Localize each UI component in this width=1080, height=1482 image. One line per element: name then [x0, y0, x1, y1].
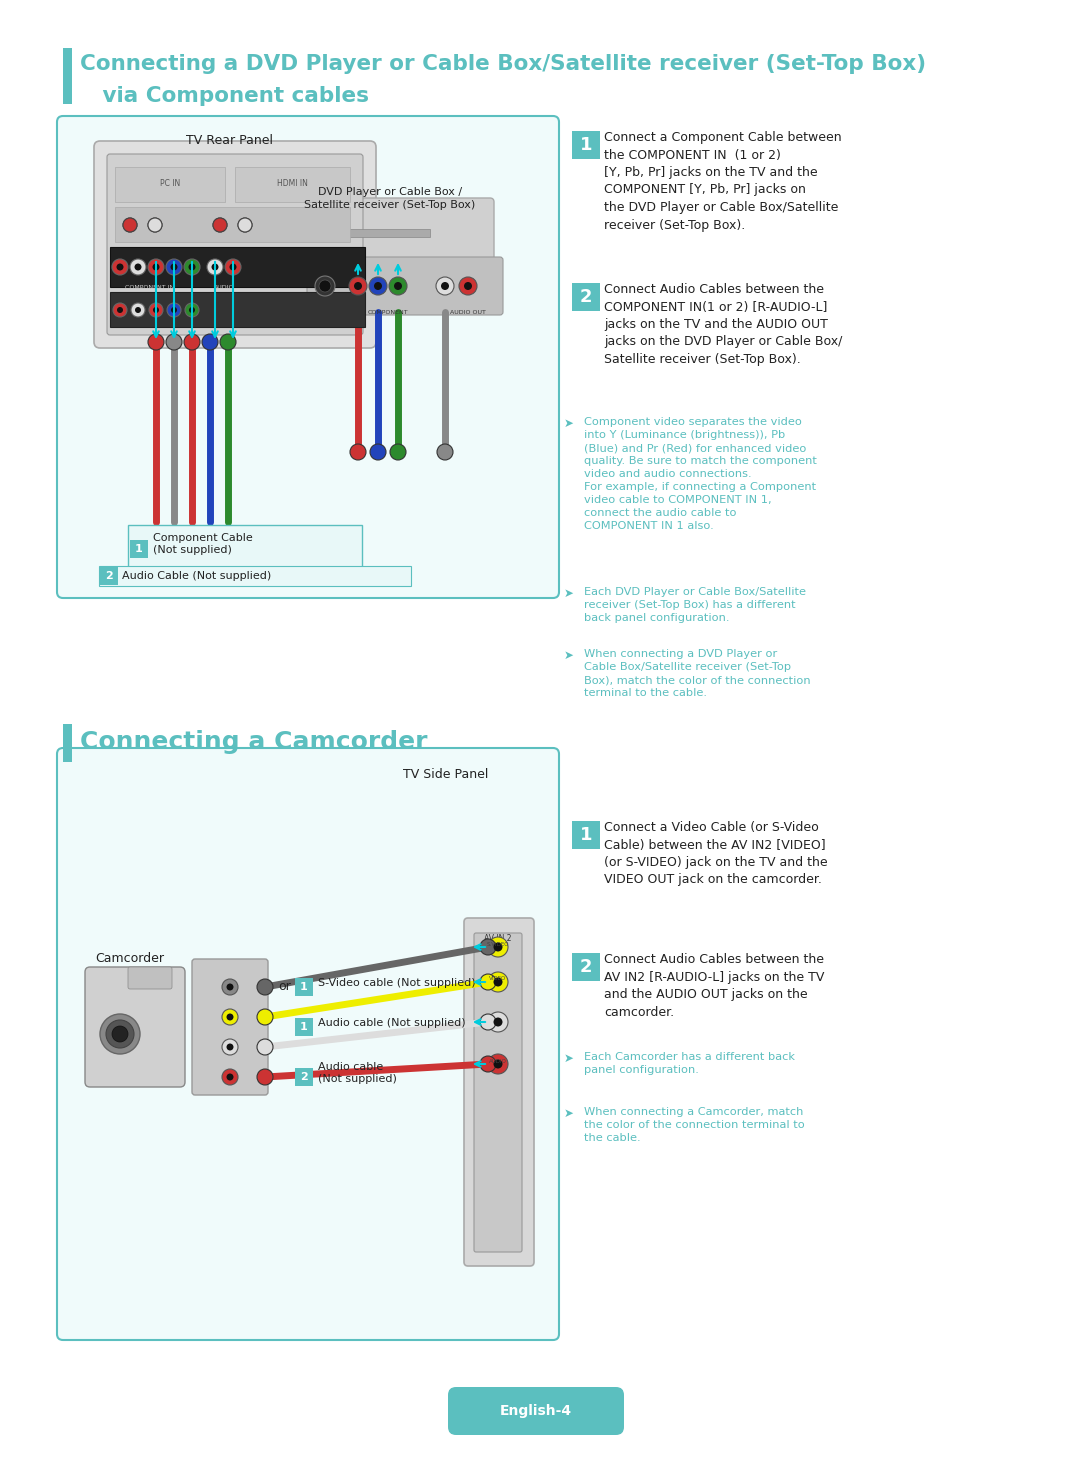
Circle shape: [488, 937, 508, 957]
Text: 2: 2: [580, 288, 592, 305]
Text: English-4: English-4: [500, 1403, 572, 1418]
Circle shape: [488, 1012, 508, 1031]
Text: ➤: ➤: [564, 1052, 573, 1066]
Text: Camcorder: Camcorder: [95, 951, 164, 965]
FancyBboxPatch shape: [94, 141, 376, 348]
Circle shape: [480, 940, 496, 954]
Circle shape: [166, 333, 183, 350]
Circle shape: [148, 259, 164, 276]
Circle shape: [494, 943, 502, 951]
Text: 1: 1: [300, 983, 308, 991]
Text: 1: 1: [300, 1023, 308, 1031]
Text: Connect a Component Cable between
the COMPONENT IN  (1 or 2)
[Y, Pb, Pr] jacks o: Connect a Component Cable between the CO…: [604, 130, 841, 231]
Circle shape: [148, 218, 162, 233]
Text: AUDIO: AUDIO: [214, 285, 234, 290]
FancyBboxPatch shape: [99, 566, 411, 585]
Bar: [572, 130, 600, 159]
Text: S-VIDEO: S-VIDEO: [312, 310, 338, 316]
Bar: [572, 953, 600, 981]
Text: Audio cable (Not supplied): Audio cable (Not supplied): [318, 1018, 465, 1029]
Circle shape: [112, 1026, 129, 1042]
Circle shape: [213, 218, 227, 233]
Text: AUDIO OUT: AUDIO OUT: [450, 310, 486, 316]
FancyBboxPatch shape: [85, 966, 185, 1086]
Bar: [63, 47, 72, 104]
Bar: [110, 292, 365, 328]
Circle shape: [106, 1020, 134, 1048]
Circle shape: [135, 307, 141, 313]
Circle shape: [494, 978, 502, 987]
Bar: [63, 725, 72, 762]
Bar: [295, 1018, 313, 1036]
Circle shape: [227, 984, 233, 990]
Circle shape: [229, 264, 237, 271]
Text: Each Camcorder has a different back
panel configuration.: Each Camcorder has a different back pane…: [584, 1052, 795, 1074]
Text: DVD Player or Cable Box /
Satellite receiver (Set-Top Box): DVD Player or Cable Box / Satellite rece…: [305, 187, 475, 210]
Circle shape: [389, 277, 407, 295]
Circle shape: [494, 1018, 502, 1027]
Text: 2: 2: [105, 571, 113, 581]
Bar: [114, 207, 350, 242]
Text: COMPONENT: COMPONENT: [367, 310, 408, 316]
Text: When connecting a Camcorder, match
the color of the connection terminal to
the c: When connecting a Camcorder, match the c…: [584, 1107, 805, 1143]
Circle shape: [464, 282, 472, 290]
FancyBboxPatch shape: [448, 1387, 624, 1435]
FancyBboxPatch shape: [474, 934, 522, 1252]
Circle shape: [123, 218, 137, 233]
Circle shape: [390, 445, 406, 459]
Circle shape: [436, 277, 454, 295]
Text: S-Video cable (Not supplied): S-Video cable (Not supplied): [318, 978, 475, 988]
Circle shape: [202, 333, 218, 350]
Text: ➤: ➤: [564, 587, 573, 600]
Bar: [572, 821, 600, 849]
Text: Component video separates the video
into Y (Luminance (brightness)), Pb
(Blue) a: Component video separates the video into…: [584, 416, 816, 532]
Circle shape: [148, 333, 164, 350]
FancyBboxPatch shape: [57, 116, 559, 599]
Circle shape: [131, 302, 145, 317]
Text: When connecting a DVD Player or
Cable Box/Satellite receiver (Set-Top
Box), matc: When connecting a DVD Player or Cable Bo…: [584, 649, 811, 698]
Circle shape: [222, 980, 238, 994]
Text: Connect a Video Cable (or S-Video
Cable) between the AV IN2 [VIDEO]
(or S-VIDEO): Connect a Video Cable (or S-Video Cable)…: [604, 821, 827, 886]
Circle shape: [227, 1043, 233, 1051]
Circle shape: [135, 264, 141, 271]
FancyBboxPatch shape: [107, 154, 363, 335]
Text: Component Cable
(Not supplied): Component Cable (Not supplied): [153, 534, 253, 556]
Circle shape: [227, 1073, 233, 1080]
Text: 1: 1: [580, 136, 592, 154]
Text: HDMI IN: HDMI IN: [276, 179, 308, 188]
Circle shape: [153, 307, 159, 313]
Text: Each DVD Player or Cable Box/Satellite
receiver (Set-Top Box) has a different
ba: Each DVD Player or Cable Box/Satellite r…: [584, 587, 806, 622]
Text: S.VIDEO: S.VIDEO: [487, 943, 510, 947]
Circle shape: [374, 282, 382, 290]
Circle shape: [257, 1069, 273, 1085]
Circle shape: [394, 282, 402, 290]
Text: 1: 1: [135, 544, 143, 554]
Circle shape: [437, 445, 453, 459]
Circle shape: [189, 307, 195, 313]
Circle shape: [113, 302, 127, 317]
Circle shape: [370, 445, 386, 459]
Text: AV IN 2: AV IN 2: [484, 934, 512, 943]
Circle shape: [238, 218, 252, 233]
Text: ➤: ➤: [564, 1107, 573, 1120]
FancyBboxPatch shape: [464, 917, 534, 1266]
Circle shape: [494, 1060, 502, 1069]
Text: Audio cable
(Not supplied): Audio cable (Not supplied): [318, 1061, 396, 1085]
Text: PC IN: PC IN: [160, 179, 180, 188]
Circle shape: [350, 445, 366, 459]
Circle shape: [123, 218, 137, 233]
Circle shape: [480, 1014, 496, 1030]
Bar: [295, 978, 313, 996]
Bar: [114, 167, 225, 202]
Circle shape: [238, 218, 252, 233]
Circle shape: [152, 264, 160, 271]
FancyBboxPatch shape: [192, 959, 268, 1095]
Text: via Component cables: via Component cables: [80, 86, 369, 107]
Text: Connect Audio Cables between the
AV IN2 [R-AUDIO-L] jacks on the TV
and the AUDI: Connect Audio Cables between the AV IN2 …: [604, 953, 824, 1018]
Circle shape: [222, 1039, 238, 1055]
Circle shape: [315, 276, 335, 296]
Text: 1: 1: [580, 825, 592, 845]
Circle shape: [213, 218, 227, 233]
Text: ➤: ➤: [564, 649, 573, 662]
Circle shape: [222, 1009, 238, 1026]
